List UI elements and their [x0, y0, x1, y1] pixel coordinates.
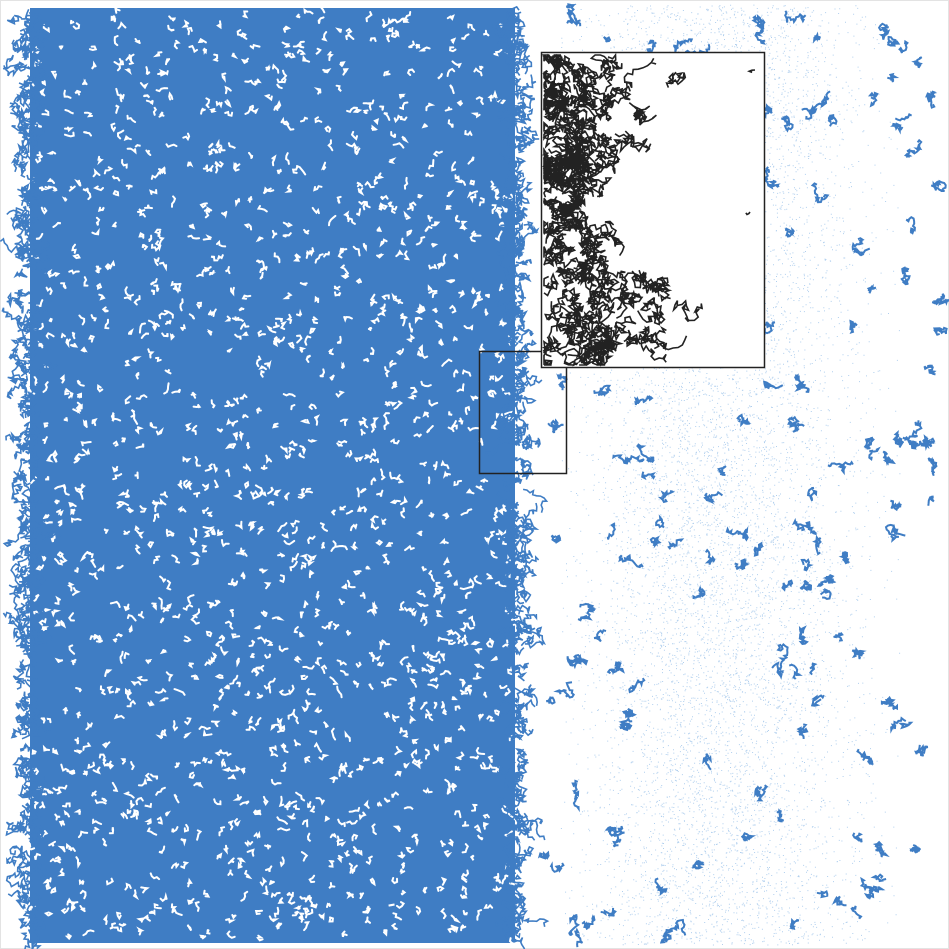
page: {} (() => { JSON.parse(document.getEleme…: [0, 0, 949, 949]
dense-network: [0, 4, 547, 949]
simulation-image: [0, 0, 949, 949]
